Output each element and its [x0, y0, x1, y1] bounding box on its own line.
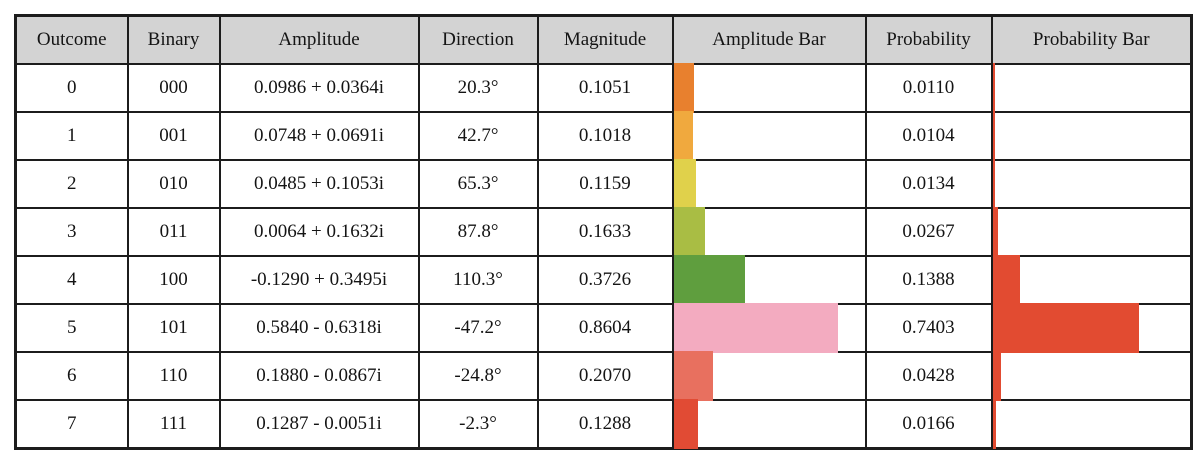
magnitude-cell: 0.2070 — [536, 351, 674, 401]
outcome-cell: 0 — [14, 63, 129, 113]
amplitude-bar — [673, 303, 838, 353]
binary-cell: 010 — [126, 159, 221, 209]
amplitude-cell: 0.0748 + 0.0691i — [218, 111, 420, 161]
magnitude-cell: 0.1018 — [536, 111, 674, 161]
amplitude-bar-cell — [671, 351, 867, 401]
table-row: 7 111 0.1287 - 0.0051i -2.3° 0.1288 0.01… — [14, 399, 1193, 450]
probability-bar-cell — [990, 159, 1193, 209]
magnitude-cell: 0.1159 — [536, 159, 674, 209]
probability-cell: 0.1388 — [864, 255, 993, 305]
magnitude-cell: 0.3726 — [536, 255, 674, 305]
quantum-state-table-figure: Outcome Binary Amplitude Direction Magni… — [14, 14, 1193, 450]
probability-bar-cell — [990, 351, 1193, 401]
probability-cell: 0.0166 — [864, 399, 993, 450]
amplitude-bar-cell — [671, 111, 867, 161]
probability-bar — [992, 255, 1020, 305]
table-row: 0 000 0.0986 + 0.0364i 20.3° 0.1051 0.01… — [14, 63, 1193, 113]
amplitude-bar — [673, 159, 696, 209]
probability-bar — [992, 159, 996, 209]
table-row: 2 010 0.0485 + 0.1053i 65.3° 0.1159 0.01… — [14, 159, 1193, 209]
outcome-cell: 3 — [14, 207, 129, 257]
amplitude-bar — [673, 399, 699, 449]
magnitude-cell: 0.1288 — [536, 399, 674, 450]
probability-cell: 0.0110 — [864, 63, 993, 113]
probability-cell: 0.0104 — [864, 111, 993, 161]
amplitude-cell: 0.0485 + 0.1053i — [218, 159, 420, 209]
probability-cell: 0.0428 — [864, 351, 993, 401]
header-amplitude-bar: Amplitude Bar — [671, 14, 867, 65]
amplitude-bar — [673, 207, 705, 257]
probability-bar — [992, 63, 995, 113]
outcome-cell: 6 — [14, 351, 129, 401]
probability-cell: 0.0134 — [864, 159, 993, 209]
direction-cell: -47.2° — [417, 303, 539, 353]
outcome-cell: 2 — [14, 159, 129, 209]
header-binary: Binary — [126, 14, 221, 65]
probability-bar-cell — [990, 111, 1193, 161]
direction-cell: 110.3° — [417, 255, 539, 305]
amplitude-bar-cell — [671, 399, 867, 450]
amplitude-cell: 0.1880 - 0.0867i — [218, 351, 420, 401]
binary-cell: 000 — [126, 63, 221, 113]
amplitude-cell: -0.1290 + 0.3495i — [218, 255, 420, 305]
probability-bar — [992, 351, 1001, 401]
header-probability: Probability — [864, 14, 993, 65]
header-magnitude: Magnitude — [536, 14, 674, 65]
probability-bar-cell — [990, 63, 1193, 113]
amplitude-bar-cell — [671, 159, 867, 209]
magnitude-cell: 0.1051 — [536, 63, 674, 113]
outcome-cell: 7 — [14, 399, 129, 450]
binary-cell: 100 — [126, 255, 221, 305]
magnitude-cell: 0.8604 — [536, 303, 674, 353]
amplitude-bar — [673, 351, 714, 401]
direction-cell: 42.7° — [417, 111, 539, 161]
direction-cell: -2.3° — [417, 399, 539, 450]
probability-bar — [992, 207, 998, 257]
binary-cell: 111 — [126, 399, 221, 450]
probability-bar-cell — [990, 255, 1193, 305]
probability-cell: 0.0267 — [864, 207, 993, 257]
direction-cell: 65.3° — [417, 159, 539, 209]
probability-bar — [992, 399, 996, 449]
header-direction: Direction — [417, 14, 539, 65]
table-header-row: Outcome Binary Amplitude Direction Magni… — [14, 14, 1193, 65]
outcome-cell: 1 — [14, 111, 129, 161]
amplitude-bar-cell — [671, 63, 867, 113]
amplitude-bar — [673, 111, 693, 161]
table-row: 6 110 0.1880 - 0.0867i -24.8° 0.2070 0.0… — [14, 351, 1193, 401]
amplitude-bar-cell — [671, 303, 867, 353]
outcome-cell: 5 — [14, 303, 129, 353]
direction-cell: -24.8° — [417, 351, 539, 401]
probability-cell: 0.7403 — [864, 303, 993, 353]
probability-bar-cell — [990, 399, 1193, 450]
header-outcome: Outcome — [14, 14, 129, 65]
header-amplitude: Amplitude — [218, 14, 420, 65]
direction-cell: 20.3° — [417, 63, 539, 113]
header-probability-bar: Probability Bar — [990, 14, 1193, 65]
amplitude-bar — [673, 63, 694, 113]
table-row: 5 101 0.5840 - 0.6318i -47.2° 0.8604 0.7… — [14, 303, 1193, 353]
amplitude-cell: 0.1287 - 0.0051i — [218, 399, 420, 450]
amplitude-cell: 0.0064 + 0.1632i — [218, 207, 420, 257]
table-row: 4 100 -0.1290 + 0.3495i 110.3° 0.3726 0.… — [14, 255, 1193, 305]
binary-cell: 110 — [126, 351, 221, 401]
binary-cell: 101 — [126, 303, 221, 353]
direction-cell: 87.8° — [417, 207, 539, 257]
magnitude-cell: 0.1633 — [536, 207, 674, 257]
probability-bar — [992, 111, 995, 161]
binary-cell: 011 — [126, 207, 221, 257]
outcome-cell: 4 — [14, 255, 129, 305]
amplitude-cell: 0.5840 - 0.6318i — [218, 303, 420, 353]
table-row: 3 011 0.0064 + 0.1632i 87.8° 0.1633 0.02… — [14, 207, 1193, 257]
quantum-state-table: Outcome Binary Amplitude Direction Magni… — [14, 14, 1193, 450]
probability-bar-cell — [990, 303, 1193, 353]
probability-bar-cell — [990, 207, 1193, 257]
probability-bar — [992, 303, 1139, 353]
amplitude-bar-cell — [671, 255, 867, 305]
amplitude-bar-cell — [671, 207, 867, 257]
amplitude-bar — [673, 255, 745, 305]
table-row: 1 001 0.0748 + 0.0691i 42.7° 0.1018 0.01… — [14, 111, 1193, 161]
binary-cell: 001 — [126, 111, 221, 161]
amplitude-cell: 0.0986 + 0.0364i — [218, 63, 420, 113]
